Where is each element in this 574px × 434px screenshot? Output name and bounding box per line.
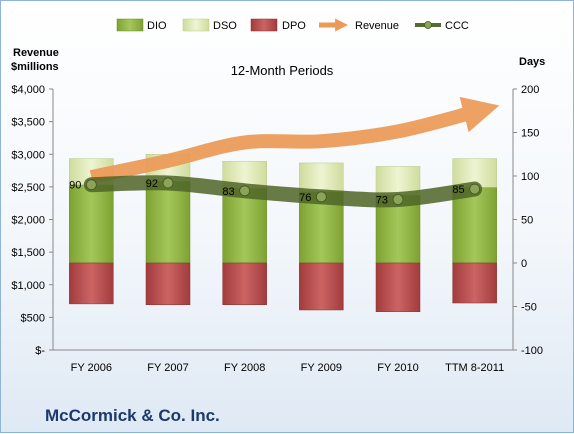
right-tick-label: -50 (521, 302, 537, 314)
chart-title: 12-Month Periods (231, 63, 334, 78)
x-tick-label: FY 2007 (147, 362, 188, 374)
left-tick-label: $500 (21, 312, 45, 324)
x-axis-ticks: FY 2006 FY 2007 FY 2008 FY 2009 FY 2010 TTM 8… (71, 362, 505, 374)
left-axis-title-line1: Revenue (13, 47, 59, 59)
legend-label-ccc: CCC (445, 20, 469, 32)
ccc-point (469, 183, 481, 195)
left-tick-label: $1,500 (11, 247, 45, 259)
x-tick-label: FY 2006 (71, 362, 112, 374)
legend-swatch-ccc-marker (424, 21, 432, 29)
ccc-point (315, 191, 327, 203)
bar-dio (69, 184, 114, 264)
bar-dso (375, 166, 421, 196)
bar-dpo (69, 262, 114, 305)
left-tick-label: $2,000 (11, 215, 45, 227)
legend-label-revenue: Revenue (355, 20, 399, 32)
ccc-data-label: 83 (222, 186, 234, 198)
company-name: McCormick & Co. Inc. (45, 406, 220, 425)
right-axis-title: Days (519, 56, 545, 68)
ccc-line (83, 175, 483, 208)
x-tick-label: FY 2010 (377, 362, 418, 374)
right-tick-label: 100 (521, 171, 539, 183)
bar-dpo (222, 262, 267, 306)
ccc-data-label: 76 (299, 192, 311, 204)
bar-dpo (299, 262, 344, 311)
legend: DIO DSO DPO Revenue CCC (116, 18, 469, 32)
legend-label-dio: DIO (147, 20, 167, 32)
bar-dpo (452, 262, 497, 304)
x-tick-label: TTM 8-2011 (445, 362, 504, 374)
ccc-data-label: 92 (146, 178, 158, 190)
left-tick-label: $1,000 (11, 280, 45, 292)
ccc-point (162, 177, 174, 189)
right-tick-label: 200 (521, 84, 539, 96)
revenue-line (89, 96, 500, 184)
legend-swatch-dio (116, 18, 144, 32)
left-axis-ticks: $- $500 $1,000 $1,500 $2,000 $2,500 $3,000 $3,5… (11, 84, 53, 357)
bar-dso (299, 162, 344, 192)
left-tick-label: $3,500 (11, 117, 45, 129)
revenue-series (89, 96, 500, 184)
left-tick-label: $2,500 (11, 182, 45, 194)
left-axis-title-line2: $millions (11, 61, 59, 73)
x-tick-label: FY 2008 (224, 362, 265, 374)
left-tick-label: $- (35, 345, 45, 357)
ccc-data-label: 85 (452, 184, 464, 196)
left-tick-label: $3,000 (11, 149, 45, 161)
right-tick-label: -100 (521, 345, 543, 357)
right-tick-label: 150 (521, 128, 539, 140)
ccc-point (85, 179, 97, 191)
legend-label-dpo: DPO (282, 20, 306, 32)
bar-dio (145, 180, 191, 264)
bar-dio (452, 187, 497, 264)
legend-swatch-dso (182, 18, 210, 32)
ccc-series: 90 92 83 76 73 85 (69, 175, 483, 208)
legend-label-dso: DSO (213, 20, 237, 32)
bar-dio (222, 187, 267, 264)
ccc-data-label: 73 (376, 194, 388, 206)
right-tick-label: 0 (521, 258, 527, 270)
x-tick-label: FY 2009 (301, 362, 342, 374)
left-tick-label: $4,000 (11, 84, 45, 96)
ccc-point (392, 194, 404, 205)
ccc-point (239, 185, 251, 197)
ccc-data-label: 90 (69, 180, 81, 192)
legend-swatch-dpo (250, 18, 278, 32)
bar-dpo (375, 262, 421, 312)
bar-dpo (145, 262, 191, 306)
right-axis-ticks: -100 -50 0 50 100 150 200 (513, 84, 543, 357)
right-tick-label: 50 (521, 215, 533, 227)
